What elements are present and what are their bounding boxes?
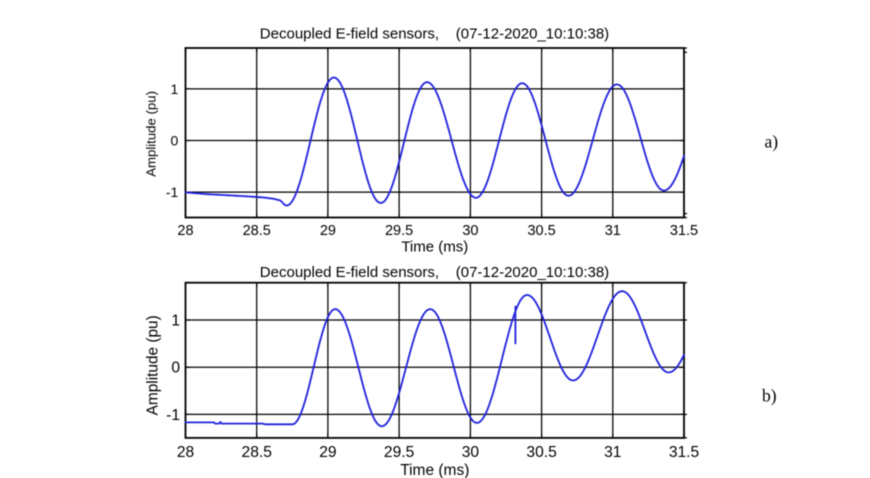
svg-text:0: 0 (171, 132, 179, 148)
svg-text:31: 31 (604, 444, 621, 461)
svg-text:28: 28 (177, 223, 193, 239)
svg-text:0: 0 (171, 360, 180, 377)
svg-text:30.5: 30.5 (527, 223, 555, 239)
svg-text:Decoupled E-field sensors,: Decoupled E-field sensors, (07-12-2020_1… (260, 26, 609, 43)
svg-text:30: 30 (462, 444, 480, 461)
svg-text:30.5: 30.5 (526, 444, 557, 461)
svg-text:Amplitude (pu): Amplitude (pu) (145, 315, 162, 415)
svg-text:29.5: 29.5 (384, 444, 415, 461)
svg-text:28.5: 28.5 (242, 444, 273, 461)
svg-text:29.5: 29.5 (385, 223, 413, 239)
svg-text:Time (ms): Time (ms) (401, 239, 468, 256)
svg-text:Amplitude (pu): Amplitude (pu) (144, 91, 159, 177)
svg-text:-1: -1 (166, 184, 179, 200)
svg-text:31.5: 31.5 (669, 444, 700, 461)
svg-text:a): a) (765, 132, 779, 152)
svg-text:31.5: 31.5 (670, 223, 698, 239)
svg-text:b): b) (762, 386, 777, 406)
svg-text:28: 28 (177, 444, 194, 461)
svg-text:-1: -1 (166, 407, 180, 424)
svg-text:30: 30 (462, 223, 478, 239)
svg-text:Time (ms): Time (ms) (400, 462, 469, 478)
svg-text:29: 29 (320, 223, 336, 239)
svg-text:1: 1 (171, 81, 179, 97)
svg-text:29: 29 (319, 444, 336, 461)
svg-text:28.5: 28.5 (243, 223, 271, 239)
svg-text:Decoupled E-field sensors,: Decoupled E-field sensors, (07-12-2020_1… (260, 264, 609, 281)
svg-text:31: 31 (605, 223, 621, 239)
svg-text:1: 1 (171, 313, 180, 330)
